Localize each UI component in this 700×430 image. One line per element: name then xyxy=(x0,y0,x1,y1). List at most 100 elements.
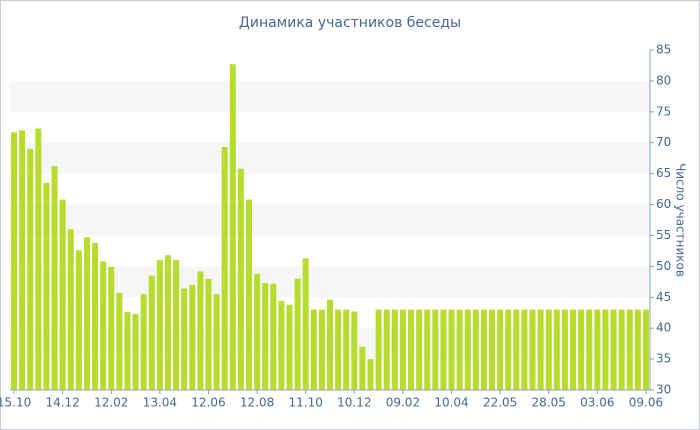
bar xyxy=(537,309,544,390)
bar xyxy=(173,260,180,390)
bar xyxy=(51,166,58,390)
bar xyxy=(213,294,220,390)
x-tick-label: 11.10 xyxy=(289,396,323,410)
bar xyxy=(124,312,131,390)
bar xyxy=(294,278,301,390)
bar xyxy=(343,309,350,390)
bar xyxy=(594,309,601,390)
bar xyxy=(181,288,188,390)
bar xyxy=(391,309,398,390)
bar xyxy=(197,271,204,390)
bar xyxy=(43,182,50,390)
bar xyxy=(140,294,147,390)
bar xyxy=(561,309,568,390)
bar xyxy=(448,309,455,390)
bar xyxy=(286,304,293,390)
bar xyxy=(189,284,196,390)
grid-band xyxy=(10,80,650,112)
x-tick-label: 12.02 xyxy=(94,396,128,410)
grid-band xyxy=(10,142,650,174)
bar xyxy=(164,255,171,390)
y-tick-label: 65 xyxy=(656,166,671,180)
bar xyxy=(634,309,641,390)
bar xyxy=(100,261,107,390)
bar xyxy=(132,313,139,390)
bar xyxy=(545,309,552,390)
x-tick-label: 12.08 xyxy=(240,396,274,410)
bar xyxy=(35,128,42,390)
bar xyxy=(116,292,123,390)
bar xyxy=(489,309,496,390)
bar xyxy=(67,229,74,390)
y-tick-label: 40 xyxy=(656,321,671,335)
bar xyxy=(156,260,163,390)
x-tick-label: 03.06 xyxy=(580,396,614,410)
bar xyxy=(553,309,560,390)
y-tick-label: 85 xyxy=(656,43,671,57)
bar xyxy=(318,309,325,390)
bar xyxy=(92,242,99,390)
bar xyxy=(375,309,382,390)
grid-band xyxy=(10,266,650,298)
bar xyxy=(367,359,374,390)
y-tick-label: 35 xyxy=(656,352,671,366)
bar xyxy=(529,309,536,390)
bar xyxy=(229,64,236,390)
bar xyxy=(399,309,406,390)
bar xyxy=(205,278,212,390)
bar xyxy=(19,130,26,390)
y-tick-label: 60 xyxy=(656,197,671,211)
bar xyxy=(262,283,269,390)
bar xyxy=(383,309,390,390)
bar xyxy=(327,299,333,390)
bar xyxy=(270,283,277,390)
bar xyxy=(578,309,585,390)
bar xyxy=(278,300,285,390)
bar xyxy=(642,309,649,390)
bar xyxy=(148,275,155,390)
grid-band xyxy=(10,204,650,236)
bar xyxy=(497,309,504,390)
x-tick-label: 13.04 xyxy=(143,396,177,410)
bar xyxy=(59,199,66,390)
x-tick-label: 14.12 xyxy=(45,396,79,410)
bar xyxy=(221,147,228,390)
y-tick-label: 80 xyxy=(656,73,671,87)
chart-title: Динамика участников беседы xyxy=(239,15,461,31)
bar xyxy=(610,309,617,390)
bar xyxy=(75,250,82,390)
x-tick-label: 10.12 xyxy=(337,396,371,410)
bar xyxy=(310,309,317,390)
bar xyxy=(11,132,18,390)
bar xyxy=(245,199,252,390)
bar xyxy=(237,168,244,390)
y-axis-label: Число участников xyxy=(674,163,688,277)
x-tick-label: 15.10 xyxy=(0,396,31,410)
bar xyxy=(464,309,471,390)
bar xyxy=(335,309,342,390)
bar xyxy=(432,309,439,390)
bar xyxy=(424,309,431,390)
x-tick-label: 09.02 xyxy=(386,396,420,410)
bar xyxy=(416,309,423,390)
y-tick-label: 50 xyxy=(656,259,671,273)
bar xyxy=(456,309,463,390)
bar xyxy=(302,258,309,390)
y-tick-label: 45 xyxy=(656,290,671,304)
bar xyxy=(586,309,593,390)
bar xyxy=(505,309,512,390)
x-tick-label: 10.04 xyxy=(434,396,468,410)
bar xyxy=(521,309,528,390)
bar xyxy=(472,309,479,390)
bar xyxy=(359,346,366,390)
x-tick-label: 28.05 xyxy=(532,396,566,410)
x-tick-label: 09.06 xyxy=(629,396,663,410)
bar xyxy=(351,311,358,390)
bar xyxy=(602,309,609,390)
bar xyxy=(408,309,415,390)
bar xyxy=(254,273,261,390)
bar xyxy=(618,309,625,390)
bar xyxy=(513,309,520,390)
bar xyxy=(570,309,577,390)
